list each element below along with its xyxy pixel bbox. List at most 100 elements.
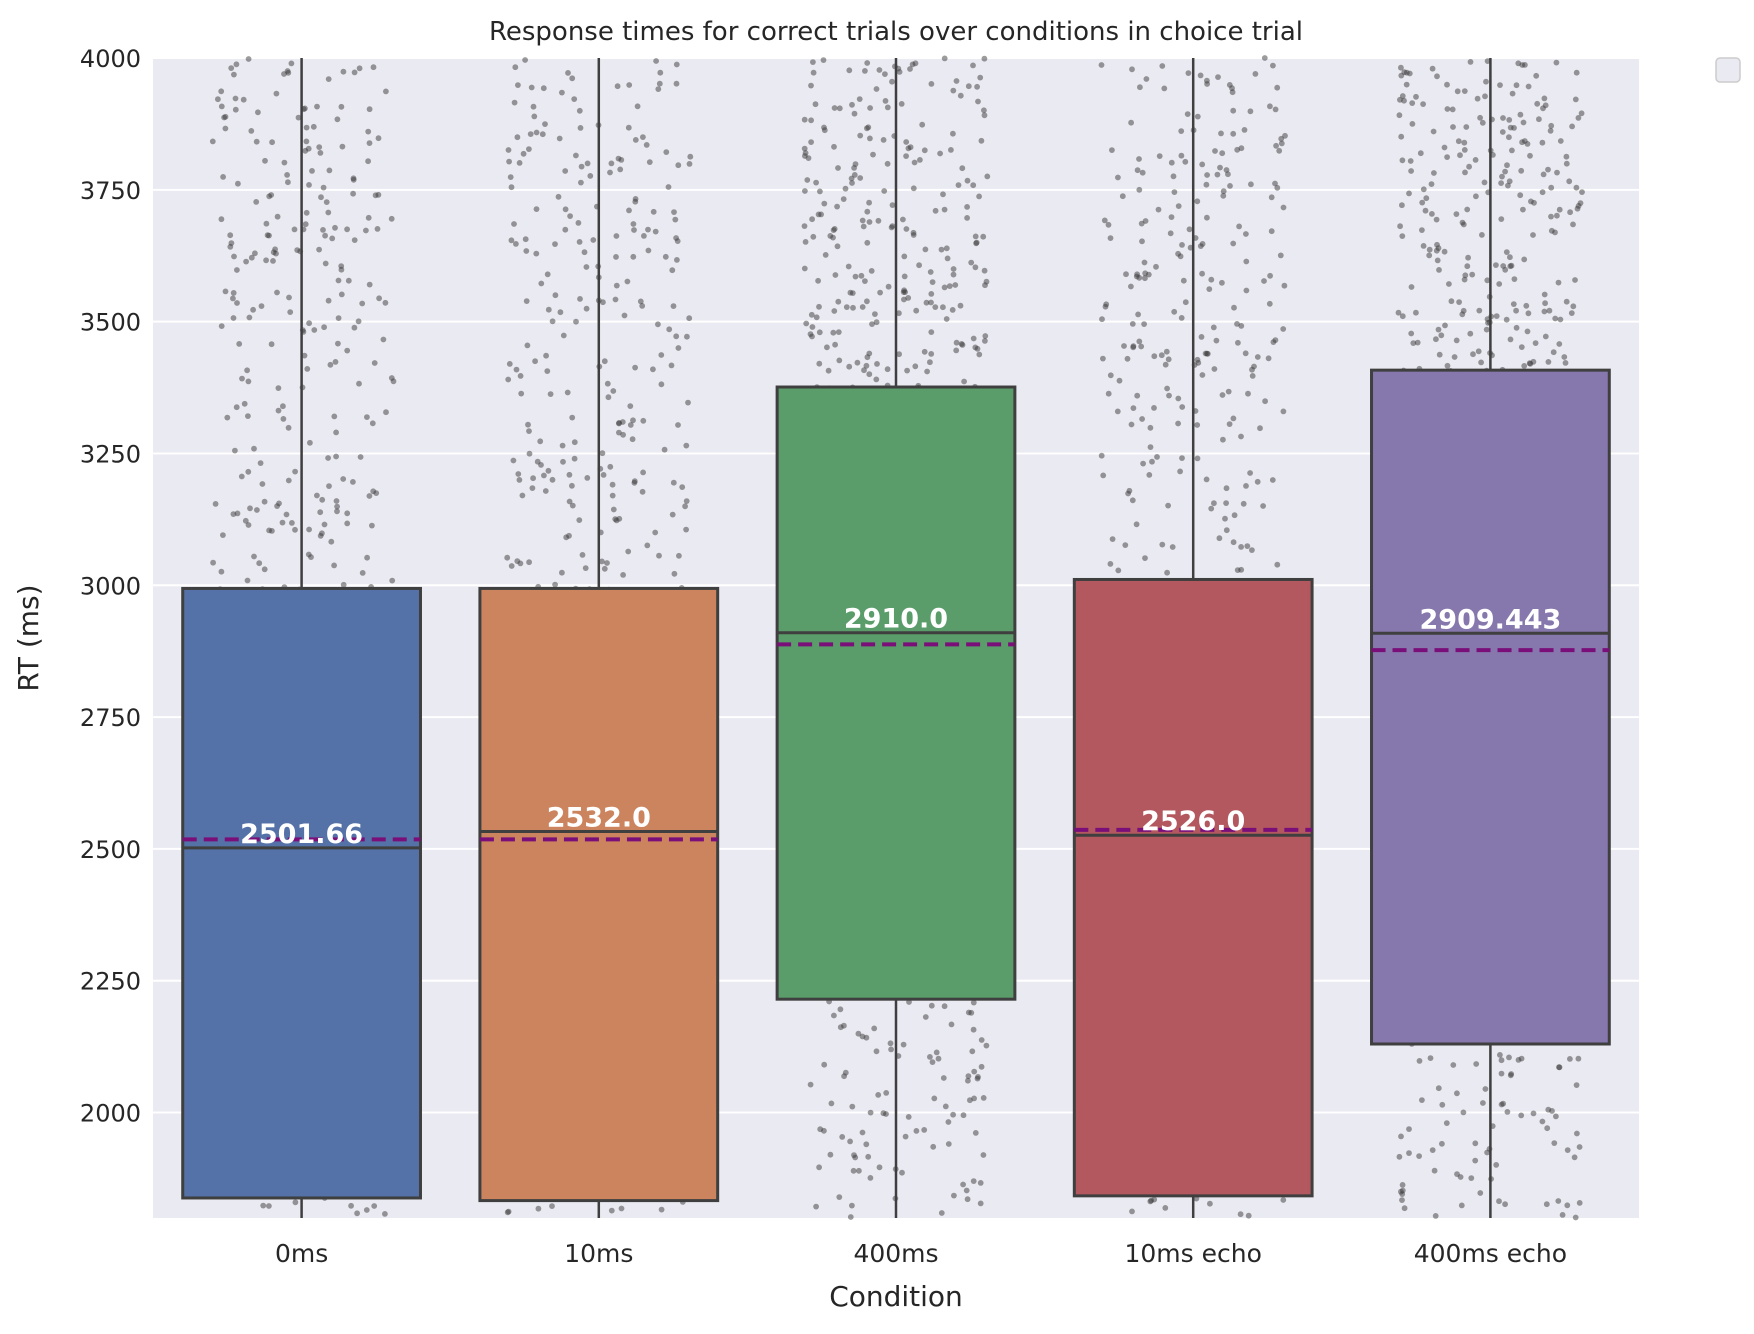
data-point [1543,1201,1550,1208]
data-point [801,223,808,230]
data-point [627,422,634,428]
data-point [1161,85,1168,92]
data-point [1533,72,1540,79]
data-point [953,78,960,84]
data-point [359,300,366,307]
data-point [884,366,891,373]
data-point [1473,193,1479,200]
data-point [1403,81,1410,88]
data-point [566,471,573,478]
data-point [940,304,946,311]
data-point [940,191,946,198]
data-point [332,359,339,365]
data-point [514,134,521,141]
data-point [817,188,823,195]
data-point [1544,1125,1551,1132]
data-point [366,493,373,499]
data-point [1472,157,1479,163]
data-point [231,253,237,260]
data-point [673,333,680,340]
data-point [927,1054,933,1060]
data-point [928,1002,935,1009]
data-point [1517,111,1524,118]
data-point [1257,425,1263,432]
data-point [1542,300,1548,307]
data-point [1444,81,1450,88]
data-point [549,318,556,325]
data-point [610,388,617,394]
data-point [1454,88,1461,95]
data-point [1395,309,1402,316]
data-point [544,368,551,374]
data-point [1270,62,1276,69]
data-point [1179,455,1185,461]
data-point [1570,303,1577,310]
data-point [970,182,977,189]
data-point [1399,1191,1406,1197]
data-point [541,472,547,479]
data-point [366,106,373,113]
data-point [1493,1162,1500,1168]
data-point [686,315,693,322]
data-point [982,338,988,344]
data-point [842,1069,849,1076]
data-point [682,503,688,510]
data-point [1249,366,1255,373]
data-point [1507,336,1514,343]
data-point [1186,226,1193,233]
data-point [851,110,858,117]
data-point [543,352,549,359]
data-point [899,1169,905,1176]
data-point [1502,1201,1508,1208]
data-point [618,1205,625,1212]
data-point [972,344,979,351]
data-point [669,267,676,274]
data-point [1249,547,1255,553]
data-point [1515,1057,1522,1063]
data-point [1552,229,1558,236]
data-point [1454,1090,1460,1097]
data-point [1223,500,1229,506]
data-point [600,472,607,478]
data-point [1500,115,1506,121]
data-point [328,538,335,545]
data-point [1182,158,1189,165]
data-point [1147,444,1154,450]
data-point [679,484,686,490]
data-point [613,517,620,524]
data-point [1429,1147,1436,1153]
data-point [1212,148,1218,154]
data-point [533,129,540,136]
data-point [1105,221,1112,228]
data-point [977,74,984,81]
data-point [1534,100,1541,107]
data-point [1536,116,1542,123]
data-point [863,1141,870,1148]
data-point [1453,337,1460,344]
data-point [685,399,691,406]
data-point [240,96,247,103]
data-point [544,271,551,278]
data-point [1493,313,1500,319]
data-point [1136,338,1143,345]
x-axis-label: Condition [829,1280,963,1313]
data-point [210,559,217,566]
data-point [239,375,245,382]
data-point [959,165,966,172]
boxes: 2501.66 2532.0 2910.0 2526.0 2909.443 [181,58,1611,1218]
data-point [212,501,219,507]
data-point [933,1049,940,1056]
data-point [851,1152,857,1158]
data-point [542,488,549,494]
data-point [1136,186,1143,193]
data-point [364,554,370,561]
data-point [1572,96,1579,103]
data-point [1511,276,1518,282]
data-point [1277,252,1284,259]
data-point [317,150,324,156]
data-point [1238,544,1244,550]
data-point [1467,59,1474,65]
data-point [928,299,934,306]
data-point [338,263,345,269]
data-point [363,1207,370,1213]
